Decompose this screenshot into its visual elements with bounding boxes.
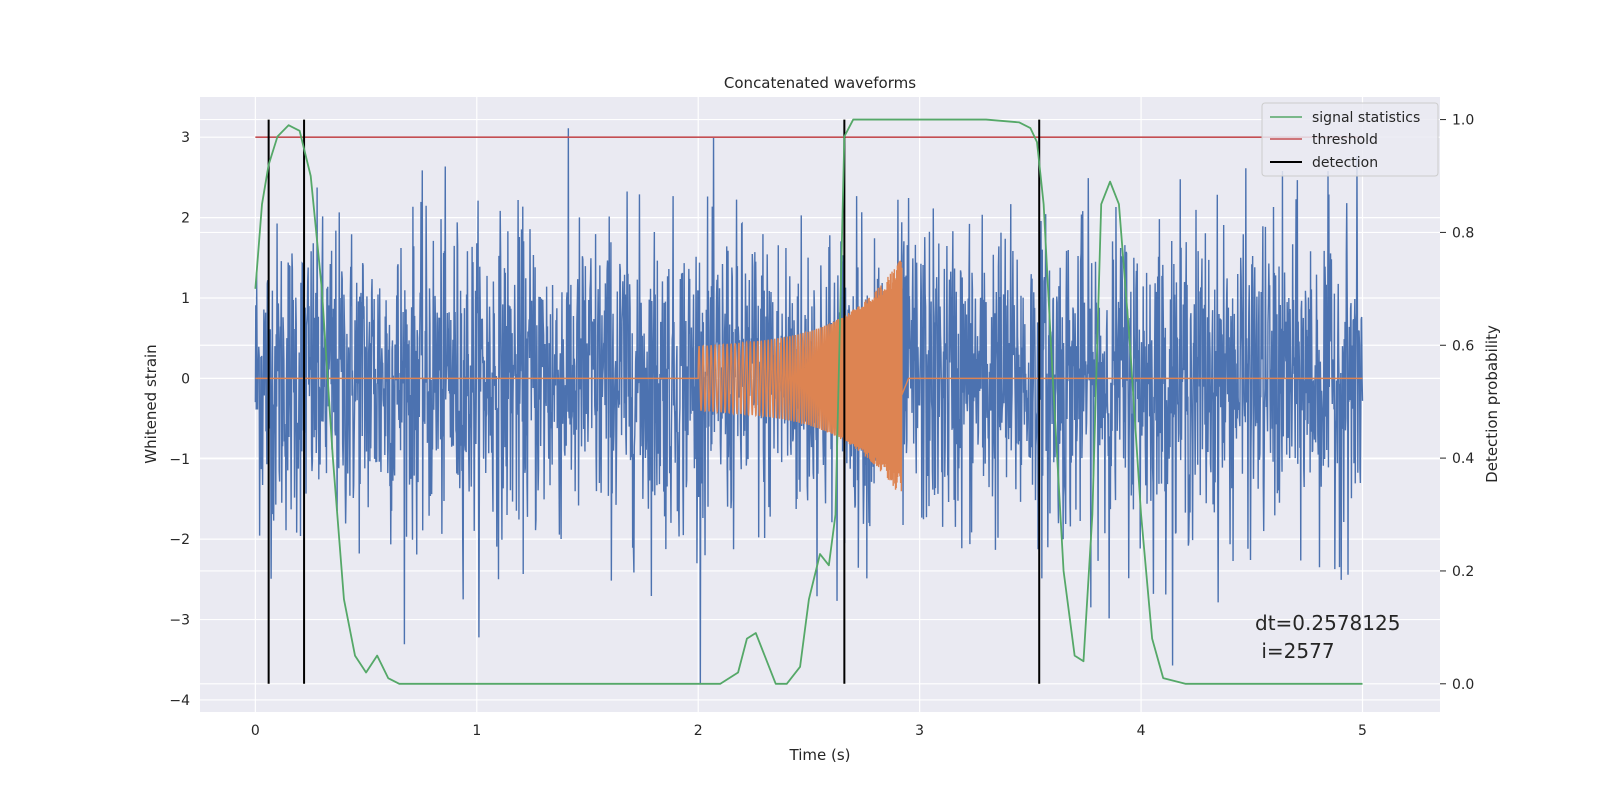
y-axis-title: Whitened strain — [142, 344, 160, 463]
statistics-line — [254, 118, 1363, 685]
x-tick-label: 1 — [472, 723, 481, 739]
traces — [254, 118, 1364, 685]
x-tick-label: 4 — [1137, 723, 1146, 739]
annotation-i: i=2577 — [1255, 639, 1335, 663]
legend-box — [1261, 102, 1439, 177]
y-tick-label: 3 — [181, 130, 190, 146]
right-y-tick-label: 0.4 — [1452, 451, 1474, 467]
right-y-tick-label: 0.8 — [1452, 225, 1474, 241]
y-tick-label: 1 — [181, 291, 190, 307]
x-tick-label: 0 — [251, 723, 260, 739]
annotation-dt: dt=0.2578125 — [1255, 611, 1400, 635]
right-y-tick-label: 0.2 — [1452, 564, 1474, 580]
y-tick-label: −4 — [169, 693, 190, 709]
right-y-tick-label: 0.0 — [1452, 677, 1474, 693]
right-y-axis-ticks: 0.0 0.2 0.4 0.6 0.8 1.0 — [1440, 113, 1474, 693]
y-tick-label: −2 — [169, 532, 190, 548]
y-axis-ticks: −4 −3 −2 −1 0 1 2 3 — [169, 130, 190, 709]
chart-title: Concatenated waveforms — [724, 74, 916, 92]
legend-label-threshold: threshold — [1312, 132, 1378, 148]
signal-trace — [255, 260, 1363, 492]
x-axis-ticks: 0 1 2 3 4 5 — [251, 723, 1367, 739]
legend: signal statistics threshold detection — [1261, 102, 1439, 177]
legend-label-detection: detection — [1312, 155, 1378, 171]
right-y-axis-title: Detection probability — [1483, 325, 1501, 483]
right-y-tick-label: 1.0 — [1452, 113, 1474, 129]
y-tick-label: 2 — [181, 211, 190, 227]
x-tick-label: 2 — [694, 723, 703, 739]
legend-label-statistics: signal statistics — [1312, 110, 1420, 126]
x-axis-title: Time (s) — [789, 746, 851, 764]
y-tick-label: −3 — [169, 613, 190, 629]
y-tick-label: 0 — [181, 371, 190, 387]
y-tick-label: −1 — [169, 452, 190, 468]
x-tick-label: 5 — [1358, 723, 1367, 739]
x-tick-label: 3 — [915, 723, 924, 739]
right-y-tick-label: 0.6 — [1452, 338, 1474, 354]
